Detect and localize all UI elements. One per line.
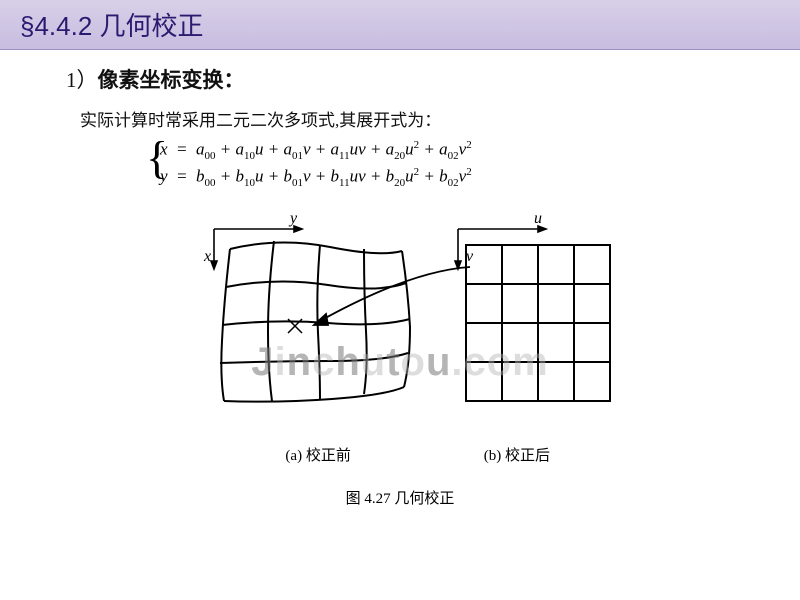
axis-x-label: x [203, 248, 211, 265]
description-text: 实际计算时常采用二元二次多项式,其展开式为： [80, 106, 750, 131]
figure-caption: 图 4.27 几何校正 [50, 487, 750, 508]
page-title: §4.4.2 几何校正 [0, 0, 800, 50]
figure-svg: y x [170, 201, 630, 431]
section-subtitle: 1）像素坐标变换： [66, 64, 750, 94]
axis-v-label: v [466, 248, 474, 265]
subtitle-text: 像素坐标变换： [98, 68, 245, 92]
equation-system: { x = a00 + a10u + a01v + a11uv + a20u2 … [160, 137, 750, 191]
content-area: 1）像素坐标变换： 实际计算时常采用二元二次多项式,其展开式为： { x = a… [0, 50, 800, 508]
equation-x: x = a00 + a10u + a01v + a11uv + a20u2 + … [160, 137, 750, 164]
sublabel-a: (a) 校正前 [203, 444, 433, 465]
figure-sublabels: (a) 校正前 (b) 校正后 [50, 444, 750, 465]
figure-wrapper: y x [50, 201, 750, 508]
equation-y: y = b00 + b10u + b01v + b11uv + b20u2 + … [160, 164, 750, 191]
axis-y-label: y [288, 210, 298, 227]
brace-icon: { [146, 135, 168, 181]
sublabel-b: (b) 校正后 [437, 444, 597, 465]
axis-u-label: u [534, 210, 542, 227]
subtitle-number: 1） [66, 68, 98, 92]
